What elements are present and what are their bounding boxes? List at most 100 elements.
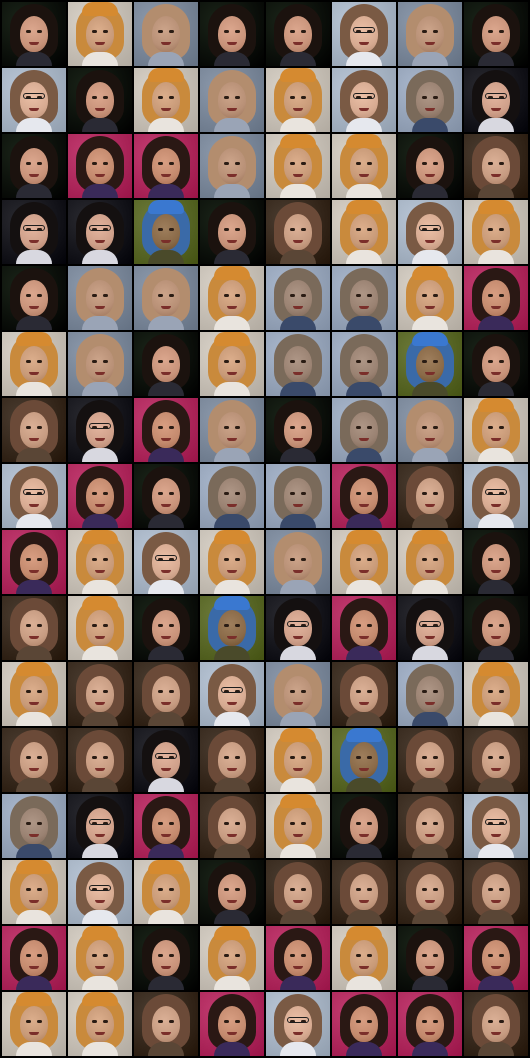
eye: [290, 360, 295, 363]
shoulders: [478, 118, 514, 132]
mouth: [161, 306, 171, 309]
shoulders: [412, 448, 448, 462]
mouth: [491, 504, 501, 507]
face: [416, 610, 444, 646]
glasses: [23, 489, 45, 495]
eye: [499, 294, 504, 297]
face: [20, 808, 48, 844]
face-tile: [464, 464, 528, 528]
shoulders: [478, 52, 514, 66]
eye: [488, 294, 493, 297]
headwear: [280, 794, 316, 808]
headwear: [148, 860, 184, 874]
eye: [433, 822, 438, 825]
shoulders: [148, 382, 184, 396]
shoulders: [346, 250, 382, 264]
mouth: [425, 1032, 435, 1035]
eye: [37, 756, 42, 759]
face: [350, 148, 378, 184]
face-tile: [200, 134, 264, 198]
face-tile: [2, 266, 66, 330]
eye: [422, 30, 427, 33]
face-tile: [266, 728, 330, 792]
mouth: [359, 768, 369, 771]
face: [350, 280, 378, 316]
mouth: [95, 636, 105, 639]
shoulders: [478, 910, 514, 924]
face-tile: [266, 2, 330, 66]
eye: [169, 360, 174, 363]
mouth: [293, 702, 303, 705]
face-tile: [134, 596, 198, 660]
face: [20, 676, 48, 712]
face-tile: [68, 68, 132, 132]
face: [482, 544, 510, 580]
face: [284, 148, 312, 184]
eye: [92, 888, 97, 891]
face-tile: [68, 398, 132, 462]
face-tile: [332, 200, 396, 264]
eye: [367, 96, 372, 99]
mouth: [29, 570, 39, 573]
mouth: [161, 42, 171, 45]
eye: [158, 294, 163, 297]
eye: [235, 294, 240, 297]
headwear: [82, 926, 118, 940]
eye: [158, 822, 163, 825]
eye: [301, 492, 306, 495]
eye: [499, 888, 504, 891]
face: [350, 940, 378, 976]
face: [416, 346, 444, 382]
eye: [356, 96, 361, 99]
eye: [224, 558, 229, 561]
mouth: [293, 834, 303, 837]
shoulders: [346, 514, 382, 528]
eye: [103, 1020, 108, 1023]
shoulders: [346, 52, 382, 66]
mouth: [95, 42, 105, 45]
shoulders: [478, 184, 514, 198]
face-tile: [134, 266, 198, 330]
shoulders: [82, 514, 118, 528]
shoulders: [478, 778, 514, 792]
eye: [290, 954, 295, 957]
face-tile: [398, 2, 462, 66]
eye: [367, 228, 372, 231]
face-tile: [398, 200, 462, 264]
face: [482, 16, 510, 52]
shoulders: [412, 52, 448, 66]
mouth: [293, 768, 303, 771]
eye: [92, 30, 97, 33]
face: [416, 478, 444, 514]
shoulders: [214, 976, 250, 990]
eye: [103, 228, 108, 231]
face: [416, 808, 444, 844]
mouth: [425, 438, 435, 441]
mouth: [161, 834, 171, 837]
eye: [488, 624, 493, 627]
eye: [356, 294, 361, 297]
mouth: [227, 768, 237, 771]
face: [218, 16, 246, 52]
eye: [433, 1020, 438, 1023]
eye: [158, 96, 163, 99]
face-tile: [266, 860, 330, 924]
mouth: [425, 42, 435, 45]
mouth: [425, 966, 435, 969]
eye: [488, 1020, 493, 1023]
eye: [26, 162, 31, 165]
mouth: [95, 570, 105, 573]
headwear: [412, 530, 448, 544]
face: [152, 82, 180, 118]
shoulders: [214, 316, 250, 330]
face: [20, 280, 48, 316]
shoulders: [412, 910, 448, 924]
shoulders: [16, 1042, 52, 1056]
eye: [169, 162, 174, 165]
face-tile: [68, 200, 132, 264]
eye: [301, 954, 306, 957]
face: [284, 676, 312, 712]
shoulders: [148, 1042, 184, 1056]
shoulders: [280, 976, 316, 990]
face-tile: [68, 2, 132, 66]
